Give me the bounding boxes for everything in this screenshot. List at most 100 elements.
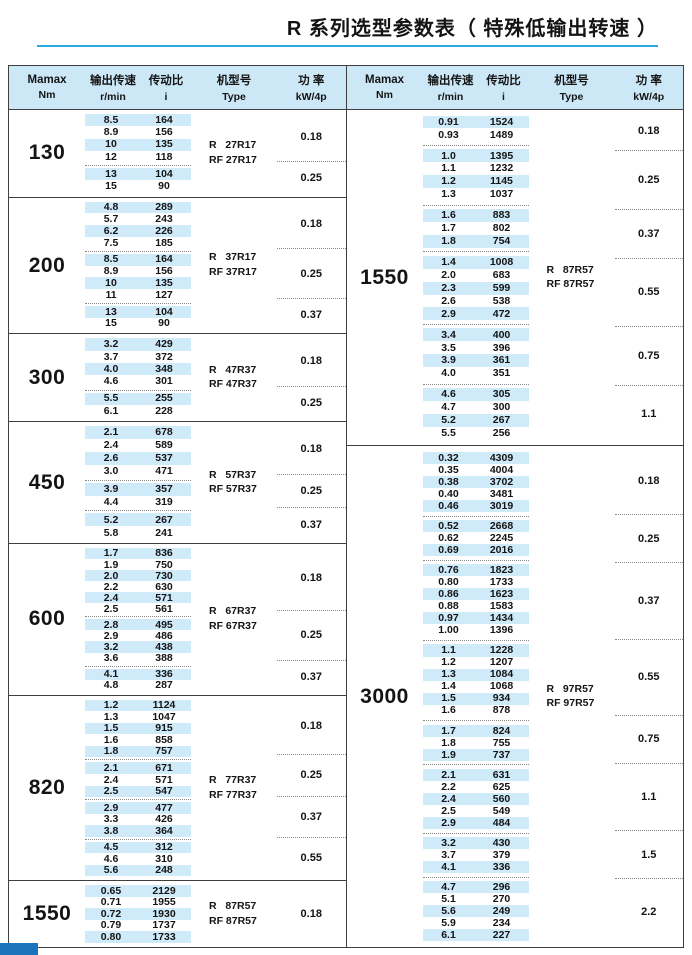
table-row: 2.4 571 — [85, 591, 191, 604]
table-row: 2.5 549 — [423, 805, 529, 817]
table-row: 1.0 1395 — [422, 149, 529, 163]
table-row: 4.8 287 — [85, 680, 191, 691]
speed-cell: 5.6 — [103, 864, 119, 877]
ratio-group: 8.5 164 8.9 156 10 135 11 127 — [85, 250, 191, 303]
speed-cell: 4.1 — [441, 860, 456, 873]
mamax-value: 1550 — [360, 265, 409, 289]
speed-ratio-column: 3.2 429 3.7 372 4.0 348 4.6 301 5.5 255 6.1 228 — [85, 334, 191, 421]
table-row: 4.0 351 — [423, 367, 529, 380]
table-row: 1.4 1008 — [422, 255, 529, 269]
speed-cell: 2.9 — [103, 801, 119, 814]
speed-cell: 5.8 — [103, 526, 119, 539]
speed-cell: 2.1 — [441, 768, 456, 781]
header-model-column: 机型号 Type — [529, 66, 615, 109]
ratio-cell: 1955 — [152, 896, 176, 909]
table-row: 2.9 477 — [85, 802, 191, 814]
table-section-1550: 1550 0.65 2129 0.71 1955 0.72 1930 0.79 1737 0.80… — [9, 880, 346, 947]
table-row: 0.88 1583 — [423, 600, 529, 612]
power-group: 1.5 — [614, 829, 683, 878]
speed-cell: 2.1 — [103, 426, 119, 439]
model-type-cell: R 87R57 RF 87R57 — [529, 110, 615, 445]
table-row: 0.65 2129 — [85, 885, 191, 897]
power-group: 0.37 — [277, 795, 346, 837]
power-group: 0.18 — [277, 883, 346, 945]
ratio-cell: 3019 — [489, 499, 514, 512]
table-row: 4.8 289 — [85, 201, 191, 214]
power-value: 0.37 — [300, 309, 322, 322]
table-row: 13 104 — [85, 168, 191, 181]
speed-cell: 2.6 — [441, 294, 456, 307]
ratio-cell: 1047 — [152, 710, 176, 723]
speed-cell: 5.5 — [441, 427, 456, 440]
table-row: 3.2 430 — [422, 837, 529, 850]
table-row: 10 135 — [85, 138, 191, 151]
speed-cell: 1.8 — [441, 736, 456, 749]
table-row: 1.4 1068 — [423, 681, 529, 693]
speed-cell: 1.9 — [441, 748, 456, 761]
ratio-cell: 248 — [155, 864, 173, 877]
ratio-cell: 1930 — [152, 907, 176, 920]
speed-cell: 0.71 — [100, 896, 122, 909]
power-group: 0.25 — [277, 248, 346, 298]
ratio-cell: 560 — [492, 792, 511, 805]
power-group: 0.18 — [615, 112, 684, 150]
table-row: 3.6 388 — [85, 653, 191, 664]
ratio-group: 0.76 1823 0.80 1733 0.86 1623 0.88 1583 0.97 1434… — [422, 559, 529, 640]
speed-cell: 2.9 — [441, 816, 456, 829]
power-group: 0.37 — [277, 298, 346, 331]
ratio-cell: 1084 — [489, 668, 514, 681]
power-value: 0.18 — [300, 719, 322, 732]
power-group: 0.37 — [614, 562, 683, 638]
table-row: 0.38 3702 — [422, 475, 529, 488]
speed-cell: 0.38 — [438, 475, 459, 488]
table-row: 3.9 357 — [85, 482, 191, 496]
table-row: 1.1 1228 — [422, 644, 529, 657]
model-type-line: R 87R57 — [209, 900, 257, 913]
table-row: 2.0 683 — [423, 269, 529, 282]
ratio-group: 1.2 1124 1.3 1047 1.5 915 1.6 858 1.8 757 — [85, 698, 191, 760]
table-half-left: Mamax Nm 输出传速 r/min 传动比 i 机型号 Type 功 率 k… — [9, 66, 346, 947]
table-row: 4.7 296 — [422, 881, 529, 894]
ratio-cell: 571 — [155, 591, 173, 604]
power-group: 0.75 — [614, 714, 683, 763]
table-row: 2.8 495 — [85, 619, 191, 631]
power-column: 0.18 0.25 0.37 0.55 0.75 1.1 — [614, 110, 684, 445]
ratio-group: 2.9 477 3.3 426 3.8 364 — [85, 799, 191, 839]
page-title: R 系列选型参数表（ 特殊低输出转速 ） — [286, 18, 658, 40]
ratio-cell: 300 — [492, 401, 511, 414]
header-torque-label: Mamax — [27, 74, 67, 86]
table-row: 6.1 228 — [85, 405, 191, 417]
power-value: 0.18 — [300, 442, 322, 455]
speed-cell: 6.1 — [441, 929, 456, 942]
parameter-table: Mamax Nm 输出传速 r/min 传动比 i 机型号 Type 功 率 k… — [8, 65, 684, 948]
power-value: 0.18 — [300, 572, 322, 585]
power-value: 0.25 — [300, 769, 322, 782]
corner-accent-block — [0, 943, 38, 955]
ratio-cell: 1733 — [152, 930, 176, 943]
table-row: 0.35 4004 — [423, 464, 529, 476]
ratio-cell: 90 — [158, 180, 170, 193]
ratio-group: 4.6 305 4.7 300 5.2 267 5.5 256 — [422, 383, 529, 444]
ratio-group: 4.1 336 4.8 287 — [85, 665, 191, 693]
ratio-cell: 3481 — [489, 487, 514, 500]
speed-cell: 5.6 — [441, 905, 456, 918]
ratio-cell: 243 — [155, 213, 173, 226]
table-row: 6.1 227 — [422, 929, 529, 942]
ratio-cell: 878 — [492, 704, 511, 717]
table-row: 5.5 256 — [423, 427, 529, 440]
speed-cell: 3.0 — [103, 464, 119, 477]
speed-cell: 6.2 — [103, 224, 119, 237]
ratio-group: 5.2 267 5.8 241 — [85, 510, 191, 541]
power-group: 0.75 — [614, 326, 683, 385]
ratio-group: 3.4 400 3.5 396 3.9 361 4.0 351 — [422, 323, 529, 384]
table-row: 8.5 164 — [85, 114, 191, 127]
header-power-unit: kW/4p — [633, 91, 665, 103]
table-row: 6.2 226 — [85, 225, 191, 237]
ratio-group: 2.1 678 2.4 589 2.6 537 3.0 471 — [85, 424, 191, 480]
speed-cell: 3.7 — [441, 848, 456, 861]
power-group: 0.55 — [614, 638, 683, 715]
model-type-line: RF 67R37 — [209, 619, 257, 632]
ratio-cell: 287 — [155, 678, 173, 691]
ratio-cell: 336 — [492, 860, 511, 873]
power-value: 1.1 — [641, 791, 657, 803]
